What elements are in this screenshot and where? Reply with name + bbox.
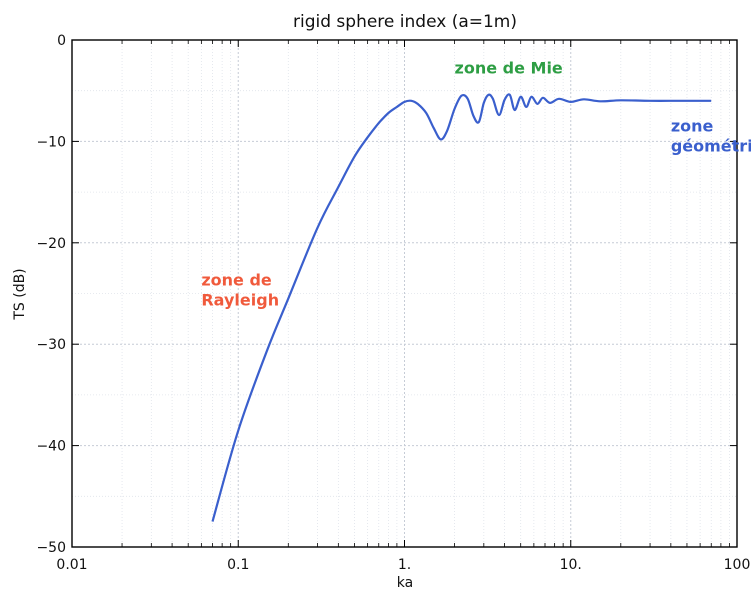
y-tick-label: −50 xyxy=(36,540,66,556)
annotation-label: zone xyxy=(671,116,714,135)
x-tick-label: 100 xyxy=(724,557,751,573)
x-tick-label: 0.1 xyxy=(227,557,249,573)
y-tick-label: −10 xyxy=(36,134,66,150)
y-tick-label: −30 xyxy=(36,337,66,353)
x-tick-label: 0.01 xyxy=(56,557,87,573)
x-tick-label: 1. xyxy=(398,557,411,573)
x-axis-label: ka xyxy=(397,575,413,591)
y-tick-label: −40 xyxy=(36,439,66,455)
chart-title: rigid sphere index (a=1m) xyxy=(293,12,517,32)
grid xyxy=(71,39,738,548)
annotation-label: Rayleigh xyxy=(201,291,279,310)
x-tick-label: 10. xyxy=(560,557,582,573)
axis-ticks: 0.01 0.1 1. 10. 100 0 −10 −20 −30 −40 −50 xyxy=(36,33,750,573)
y-axis-label: TS (dB) xyxy=(12,268,28,320)
series-line xyxy=(211,93,712,522)
annotation-label: zone de Mie xyxy=(455,58,563,77)
annotation-label: géométrique xyxy=(671,137,751,156)
y-tick-label: −20 xyxy=(36,236,66,252)
annotations: zone de Mie zone de Rayleigh zone géométriqu… xyxy=(201,58,751,309)
y-tick-label: 0 xyxy=(57,33,66,49)
annotation-label: zone de xyxy=(201,270,272,289)
series-layer xyxy=(211,93,712,522)
